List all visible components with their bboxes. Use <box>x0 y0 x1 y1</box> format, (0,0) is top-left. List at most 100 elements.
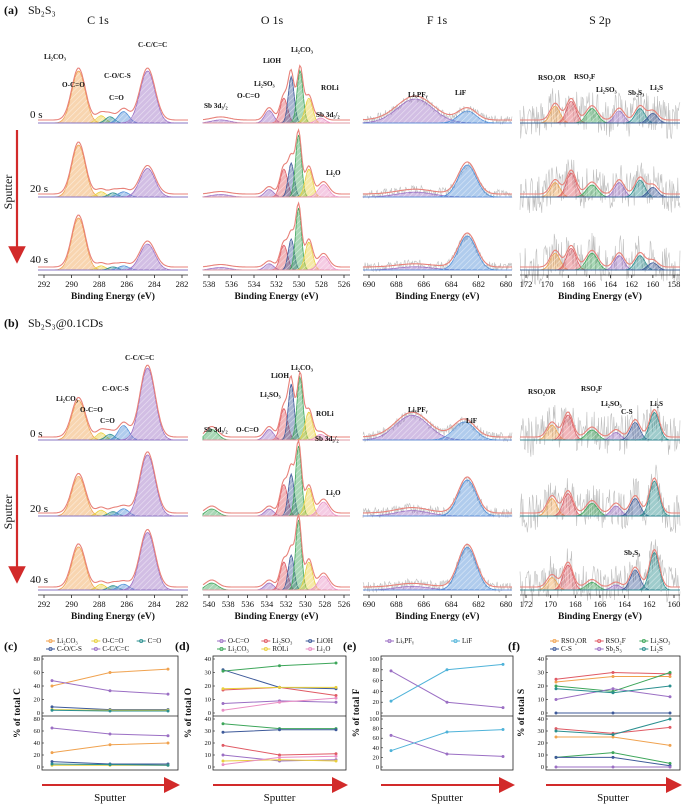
ytick-label: 0 <box>541 710 544 717</box>
peak-label: Sb 3d₃/₂ <box>204 102 228 110</box>
legend-marker <box>93 647 98 652</box>
series-line <box>221 661 338 673</box>
fit-component-hatch <box>38 368 188 440</box>
xaxis-tick-label: 172 <box>520 279 533 289</box>
core-title-c: C 1s <box>87 13 109 27</box>
fit-component-hatch <box>203 583 350 590</box>
series-line <box>554 687 672 701</box>
xaxis-tick-label: 686 <box>417 599 430 609</box>
spectrum-F-2 <box>362 232 513 273</box>
series-path <box>390 734 504 757</box>
legend-marker <box>387 639 392 644</box>
series-path <box>222 686 336 690</box>
chart-panel-label: (f) <box>508 639 520 653</box>
fit-envelope <box>520 244 680 268</box>
series-line <box>50 667 170 688</box>
series-path <box>222 759 337 762</box>
peak-label: Sb₂S₃ <box>624 549 640 557</box>
fit-component-hatch <box>203 576 350 590</box>
fit-envelope <box>520 97 680 121</box>
ytick-label: 20 <box>205 740 212 747</box>
fit-component-hatch <box>203 429 350 440</box>
xaxis-tick-label: 290 <box>65 279 78 289</box>
xaxis-tick-label: 164 <box>604 279 618 289</box>
fit-envelope <box>38 67 188 121</box>
fit-component-hatch <box>203 169 350 197</box>
fit-component-hatch <box>520 108 680 123</box>
fit-component <box>38 367 188 441</box>
chart-panel-label: (c) <box>4 639 17 653</box>
panel-a-material: Sb₂S₃ <box>28 3 56 17</box>
chart-legend: RSO₂OR RSO₂F Li₂SO₃ C-S Sb₂S₃ Li₂S <box>550 637 671 653</box>
xaxis-tick-label: 536 <box>225 279 238 289</box>
xaxis-tick-label: 534 <box>260 599 274 609</box>
fit-component-hatch <box>38 218 188 270</box>
fit-envelope <box>520 477 680 514</box>
spectrum-C-1 <box>38 451 188 517</box>
xaxis-tick-label: 684 <box>445 279 459 289</box>
series-line <box>221 754 338 767</box>
series-path <box>555 688 671 700</box>
fit-component-hatch <box>38 434 188 440</box>
xaxis-tick-label: 532 <box>270 279 283 289</box>
xaxis-tick-label: 680 <box>500 279 513 289</box>
fit-envelope <box>202 64 350 121</box>
xaxis-tick-label: 690 <box>363 599 376 609</box>
fit-envelope <box>38 141 188 195</box>
fit-component-hatch <box>38 532 188 590</box>
fit-component-hatch <box>203 256 350 270</box>
fit-component-hatch <box>203 502 350 516</box>
fit-component-hatch <box>520 106 680 123</box>
ytick-label: 80 <box>34 656 41 663</box>
data-point <box>501 728 505 732</box>
xaxis-tick-label: 688 <box>390 599 403 609</box>
series-path <box>390 670 504 709</box>
legend-label: Li₂S <box>650 645 663 653</box>
xaxis-tick-label: 286 <box>120 279 133 289</box>
fit-component-hatch <box>520 182 680 197</box>
peak-labels-a-o: LiOH Li₂CO₃ Li₂SO₃ ROLi Sb 3d₃/₂ O-C=O S… <box>204 46 341 177</box>
peak-label: Li₂S <box>650 84 663 92</box>
xaxis-O: 538 536 534 532 530 528 526 Binding Energy (eV) <box>203 274 350 302</box>
ytick-label: 20 <box>34 697 41 704</box>
legend-marker <box>48 647 53 652</box>
xaxis-tick-label: 680 <box>500 599 513 609</box>
sputter-arrow: Sputter <box>42 777 180 804</box>
series-line <box>389 662 505 703</box>
xaxis-tick-label: 536 <box>241 599 254 609</box>
ytick-label: 80 <box>373 726 380 733</box>
data-point <box>501 754 505 758</box>
spectrum-F-1 <box>362 476 513 519</box>
series-path <box>555 718 671 736</box>
series-line <box>50 708 170 713</box>
xaxis-tick-label: 284 <box>148 279 162 289</box>
fit-envelope <box>362 232 512 268</box>
fit-component-hatch <box>38 71 188 123</box>
panel-a-header: (a) Sb₂S₃ <box>4 3 56 17</box>
fit-envelope <box>363 161 512 195</box>
peak-labels-b-s: RSO₂OR RSO₂F Li₂SO₃ C-S Li₂S Sb₂S₃ <box>528 385 663 557</box>
fit-component-hatch <box>203 488 350 516</box>
fit-component-hatch <box>520 498 680 516</box>
fit-component-hatch <box>38 145 188 197</box>
ytick-label: 40 <box>34 683 41 690</box>
ytick-label: 10 <box>538 697 545 704</box>
xaxis-tick-label: 282 <box>176 599 189 609</box>
series-line <box>554 711 672 715</box>
fit-envelope <box>38 451 188 514</box>
fit-envelope <box>363 476 512 514</box>
xaxis-tick-label: 164 <box>618 599 632 609</box>
ytick-label: 30 <box>205 670 212 677</box>
legend-marker <box>308 639 313 644</box>
fit-component-hatch <box>520 582 680 590</box>
ytick-label: 30 <box>538 670 545 677</box>
chart-legend: LiₓPFᵧ LiF <box>385 637 472 645</box>
peak-label: O-C=O <box>236 426 259 434</box>
time-label-b-0: 0 s <box>30 428 43 440</box>
peak-label: C-O/C-S <box>104 72 131 80</box>
series-path <box>222 729 336 733</box>
legend-marker <box>552 647 557 652</box>
peak-labels-b-o: LiOH Li₂CO₃ Li₂SO₃ ROLi Sb 3d₃/₂ O-C=O S… <box>204 364 341 497</box>
fit-component-hatch <box>520 262 680 270</box>
xaxis-tick-label: 160 <box>646 279 659 289</box>
